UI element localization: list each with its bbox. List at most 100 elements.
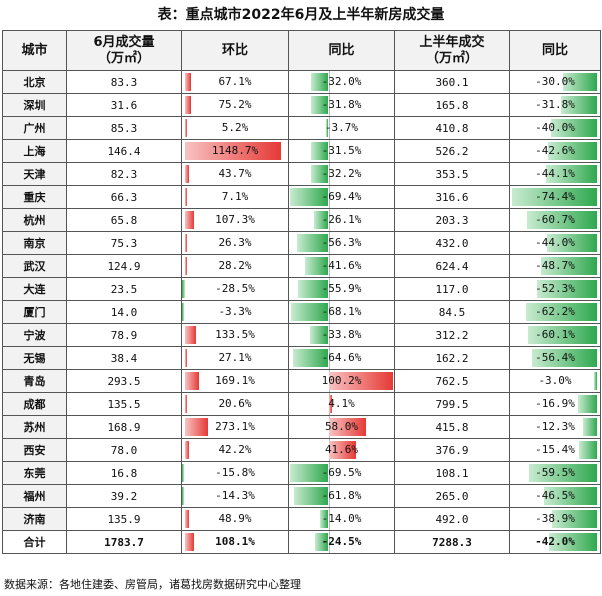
h1-volume: 117.0	[394, 277, 510, 301]
yoy-value: -61.8%	[321, 489, 362, 502]
mom-bar	[185, 234, 188, 252]
mom-value: 28.2%	[218, 259, 252, 272]
h1-volume: 410.8	[394, 116, 510, 140]
h1yoy-bar	[548, 142, 597, 160]
city-name: 成都	[2, 392, 67, 416]
h1yoy-bar	[582, 418, 597, 436]
yoy-value: -64.6%	[321, 351, 362, 364]
yoy-cell: -32.0%	[288, 70, 395, 94]
mom-value: 1148.7%	[211, 144, 259, 157]
mom-bar	[185, 142, 281, 160]
yoy-value: 100.2%	[321, 374, 362, 387]
yoy-bar	[320, 510, 328, 528]
yoy-value: -31.8%	[321, 98, 362, 111]
mom-bar	[182, 280, 185, 298]
h1yoy-value: -31.8%	[535, 98, 575, 111]
yoy-axis	[329, 163, 330, 185]
yoy-value: -41.6%	[321, 259, 362, 272]
june-volume: 65.8	[66, 208, 182, 232]
h1-volume: 492.0	[394, 507, 510, 531]
h1yoy-value: -59.5%	[535, 466, 575, 479]
table-row: 武汉 124.9 28.2% -41.6% 624.4 -48.7%	[2, 254, 601, 278]
mom-bar	[185, 165, 189, 183]
yoy-value: -32.0%	[321, 75, 362, 88]
mom-value: 67.1%	[218, 75, 252, 88]
yoy-value: -33.8%	[321, 328, 362, 341]
mom-cell: 5.2%	[181, 116, 289, 140]
mom-bar	[185, 349, 188, 367]
table-row: 南京 75.3 26.3% -56.3% 432.0 -44.0%	[2, 231, 601, 255]
mom-cell: -3.3%	[181, 300, 289, 324]
table-row: 成都 135.5 20.6% 4.1% 799.5 -16.9%	[2, 392, 601, 416]
h1yoy-cell: -30.0%	[509, 70, 601, 94]
h1-volume: 799.5	[394, 392, 510, 416]
h1-volume: 108.1	[394, 461, 510, 485]
table-row: 天津 82.3 43.7% -32.2% 353.5 -44.1%	[2, 162, 601, 186]
yoy-value: -3.7%	[324, 121, 359, 134]
city-name: 杭州	[2, 208, 67, 232]
city-name: 上海	[2, 139, 67, 163]
mom-bar	[185, 418, 208, 436]
yoy-axis	[329, 324, 330, 346]
yoy-cell: -32.2%	[288, 162, 395, 186]
mom-bar	[185, 510, 190, 528]
mom-value: 27.1%	[218, 351, 252, 364]
mom-cell: 108.1%	[181, 530, 289, 554]
yoy-cell: -31.5%	[288, 139, 395, 163]
h1yoy-value: -44.0%	[535, 236, 575, 249]
june-volume: 38.4	[66, 346, 182, 370]
june-volume: 135.9	[66, 507, 182, 531]
h1yoy-bar	[527, 211, 597, 229]
table-row: 无锡 38.4 27.1% -64.6% 162.2 -56.4%	[2, 346, 601, 370]
yoy-bar	[310, 165, 328, 183]
h1-volume: 376.9	[394, 438, 510, 462]
h1yoy-cell: -42.6%	[509, 139, 601, 163]
yoy-cell: -3.7%	[288, 116, 395, 140]
mom-bar	[185, 372, 200, 390]
h1yoy-cell: -60.7%	[509, 208, 601, 232]
yoy-axis	[329, 278, 330, 300]
h1yoy-bar	[577, 395, 597, 413]
mom-value: 75.2%	[218, 98, 252, 111]
h1yoy-value: -40.0%	[535, 121, 575, 134]
mom-bar	[185, 73, 191, 91]
h1yoy-value: -16.9%	[535, 397, 575, 410]
source-note: 数据来源：各地住建委、房管局，诸葛找房数据研究中心整理	[4, 578, 301, 591]
h1yoy-bar	[528, 326, 597, 344]
city-name: 天津	[2, 162, 67, 186]
yoy-bar	[310, 142, 328, 160]
mom-value: 5.2%	[221, 121, 249, 134]
yoy-bar	[329, 441, 356, 459]
h1yoy-value: -3.0%	[538, 374, 572, 387]
header-h1-volume: 上半年成交 （万㎡）	[394, 30, 510, 71]
city-name: 青岛	[2, 369, 67, 393]
yoy-value: -24.5%	[321, 535, 362, 548]
mom-value: -3.3%	[218, 305, 252, 318]
table-row: 大连 23.5 -28.5% -55.9% 117.0 -52.3%	[2, 277, 601, 301]
table-row: 广州 85.3 5.2% -3.7% 410.8 -40.0%	[2, 116, 601, 140]
table-row: 苏州 168.9 273.1% 58.0% 415.8 -12.3%	[2, 415, 601, 439]
h1yoy-cell: -46.5%	[509, 484, 601, 508]
h1yoy-bar	[532, 349, 597, 367]
mom-value: 48.9%	[218, 512, 252, 525]
h1yoy-value: -12.3%	[535, 420, 575, 433]
table-row: 杭州 65.8 107.3% -26.1% 203.3 -60.7%	[2, 208, 601, 232]
yoy-value: -69.5%	[321, 466, 362, 479]
h1yoy-cell: -52.3%	[509, 277, 601, 301]
yoy-bar	[313, 211, 328, 229]
yoy-cell: 58.0%	[288, 415, 395, 439]
h1yoy-bar	[543, 487, 597, 505]
header-yoy: 同比	[288, 30, 395, 71]
header-june-volume-line2: （万㎡）	[97, 50, 150, 66]
mom-value: 43.7%	[218, 167, 252, 180]
table-row: 福州 39.2 -14.3% -61.8% 265.0 -46.5%	[2, 484, 601, 508]
mom-cell: -14.3%	[181, 484, 289, 508]
table-row: 厦门 14.0 -3.3% -68.1% 84.5 -62.2%	[2, 300, 601, 324]
yoy-bar	[297, 280, 328, 298]
table-row: 上海 146.4 1148.7% -31.5% 526.2 -42.6%	[2, 139, 601, 163]
data-table: 城市 6月成交量 （万㎡） 环比 同比 上半年成交 （万㎡） 同比 北京 83.3…	[2, 30, 601, 554]
mom-cell: 48.9%	[181, 507, 289, 531]
h1-volume: 526.2	[394, 139, 510, 163]
yoy-value: 58.0%	[324, 420, 359, 433]
yoy-cell: -61.8%	[288, 484, 395, 508]
